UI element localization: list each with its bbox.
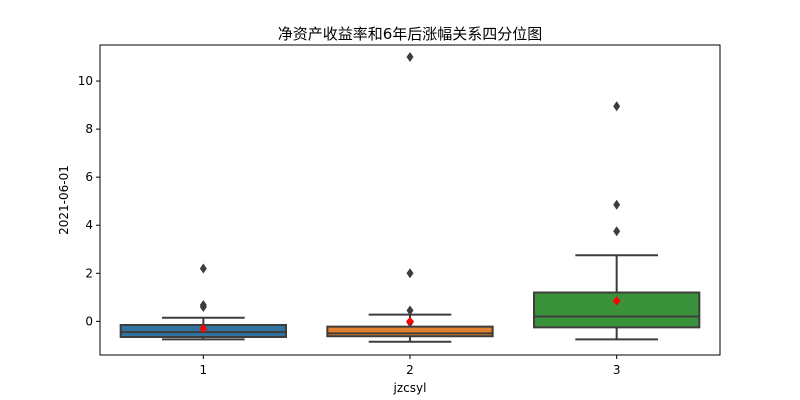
- chart-title: 净资产收益率和6年后涨幅关系四分位图: [278, 25, 543, 43]
- boxes-layer: [119, 52, 701, 343]
- y-axis: 0 2 4 6 8 10: [78, 74, 100, 328]
- outlier-point: [199, 263, 207, 274]
- y-tick-label: 8: [85, 122, 93, 136]
- outlier-point: [406, 268, 414, 279]
- box-group-1: [119, 263, 287, 341]
- x-tick-label: 2: [406, 363, 414, 377]
- y-tick-label: 2: [85, 266, 93, 280]
- y-axis-label: 2021-06-01: [57, 165, 71, 235]
- outlier-point: [613, 101, 621, 112]
- box-iqr: [326, 325, 494, 338]
- y-tick-label: 10: [78, 74, 93, 88]
- y-tick-label: 0: [85, 314, 93, 328]
- mean-marker: [406, 316, 414, 326]
- x-axis-label: jzcsyl: [393, 381, 427, 395]
- outlier-point: [199, 300, 207, 311]
- box-group-2: [326, 52, 494, 343]
- box-group-3: [533, 101, 701, 341]
- mean-marker: [199, 324, 208, 334]
- x-tick-label: 1: [200, 363, 208, 377]
- mean-marker: [612, 296, 621, 306]
- outlier-point: [406, 52, 414, 63]
- outlier-point: [406, 305, 414, 316]
- y-tick-label: 4: [85, 218, 93, 232]
- y-tick-label: 6: [85, 170, 93, 184]
- x-axis: 1 2 3: [200, 355, 621, 377]
- outlier-point: [613, 226, 621, 237]
- outlier-point: [613, 199, 621, 210]
- x-tick-label: 3: [613, 363, 621, 377]
